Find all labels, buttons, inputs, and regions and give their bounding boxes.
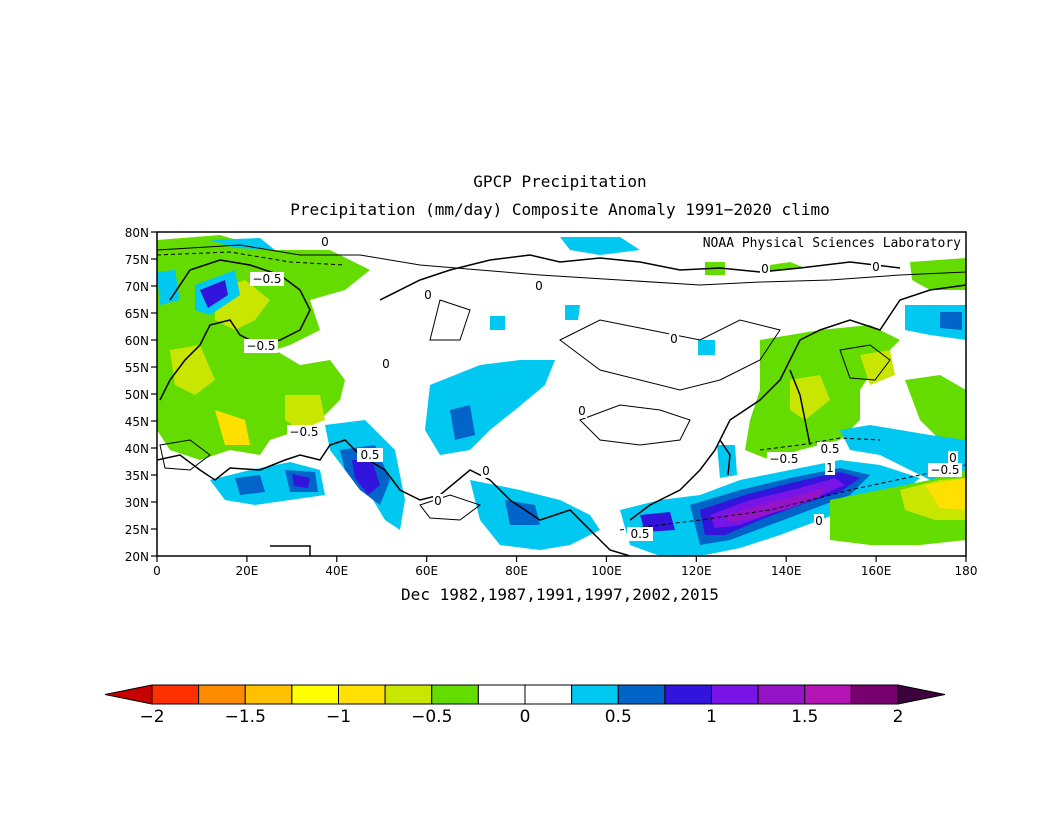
latitude-axis: 80N 75N 70N 65N 60N 55N 50N 45N 40N 35N 30N 25N 20N	[125, 226, 157, 564]
lat-tick-label: 60N	[125, 334, 149, 348]
contour-label: −0.5	[246, 339, 275, 353]
lat-tick-label: 55N	[125, 361, 149, 375]
contour-label: 0	[482, 464, 490, 478]
chart-subtitle: Precipitation (mm/day) Composite Anomaly…	[290, 200, 830, 219]
colorbar-swatch	[571, 684, 619, 705]
chart-title: GPCP Precipitation	[473, 172, 647, 191]
contour-label: 0.5	[630, 527, 649, 541]
lon-tick-label: 80E	[505, 564, 528, 578]
colorbar-label: −1	[326, 707, 351, 727]
colorbar-swatch	[477, 684, 526, 705]
lon-tick-label: 180	[955, 564, 978, 578]
contour-label: 0	[424, 288, 432, 302]
colorbar-label: −0.5	[411, 707, 452, 727]
colorbar-label: −2	[139, 707, 164, 727]
colorbar-label: 0.5	[605, 707, 632, 727]
contour-label: 0	[434, 494, 442, 508]
contour-label: 0	[872, 260, 880, 274]
colorbar-swatch	[850, 684, 899, 705]
lat-tick-label: 50N	[125, 388, 149, 402]
colorbar-swatch	[151, 684, 200, 705]
lat-tick-label: 40N	[125, 442, 149, 456]
lat-tick-label: 70N	[125, 280, 149, 294]
lat-tick-label: 25N	[125, 523, 149, 537]
contour-label: 0	[382, 357, 390, 371]
contour-label: −0.5	[930, 463, 959, 477]
colorbar-swatch	[664, 684, 712, 705]
contour-label: −0.5	[769, 452, 798, 466]
lon-tick-label: 40E	[325, 564, 348, 578]
contour-label: 0.5	[360, 448, 379, 462]
contour-label: 0	[761, 262, 769, 276]
contour-label: 0	[578, 404, 586, 418]
contour-label: 1	[826, 461, 834, 475]
colorbar-swatch	[804, 684, 852, 705]
colorbar-swatch	[617, 684, 666, 705]
colorbar-label: 1.5	[791, 707, 818, 727]
lon-tick-label: 140E	[771, 564, 802, 578]
lon-tick-label: 20E	[235, 564, 258, 578]
lat-tick-label: 80N	[125, 226, 149, 240]
lat-tick-label: 30N	[125, 496, 149, 510]
contour-label: 0	[670, 332, 678, 346]
colorbar-swatch	[711, 684, 759, 705]
contour-lines	[157, 244, 966, 521]
contour-label: 0	[949, 451, 957, 465]
lon-tick-label: 60E	[415, 564, 438, 578]
colorbar-label: 0	[520, 707, 531, 727]
contour-label: 0	[535, 279, 543, 293]
colorbar-high-arrow	[897, 684, 946, 705]
colorbar-label: 1	[706, 707, 717, 727]
colorbar-swatch	[291, 684, 339, 705]
lat-tick-label: 20N	[125, 550, 149, 564]
colorbar-swatch	[198, 684, 246, 705]
lon-tick-label: 100E	[591, 564, 622, 578]
lat-tick-label: 45N	[125, 415, 149, 429]
contour-label: −0.5	[252, 272, 281, 286]
colorbar-swatch	[757, 684, 806, 705]
colorbar-swatch	[524, 684, 573, 705]
lat-tick-label: 65N	[125, 307, 149, 321]
colorbar-label: −1.5	[225, 707, 266, 727]
lon-tick-label: 120E	[681, 564, 712, 578]
colorbar-low-arrow	[104, 684, 153, 705]
composite-years-label: Dec 1982,1987,1991,1997,2002,2015	[401, 585, 719, 604]
lon-tick-label: 0	[153, 564, 161, 578]
longitude-axis: 0 20E 40E 60E 80E 100E 120E 140E 160E 180	[153, 556, 977, 578]
colorbar-label: 2	[893, 707, 904, 727]
colorbar-swatch	[384, 684, 433, 705]
colorbar-swatch	[244, 684, 293, 705]
lat-tick-label: 35N	[125, 469, 149, 483]
lon-tick-label: 160E	[861, 564, 892, 578]
contour-label: 0	[815, 514, 823, 528]
contour-label: 0	[321, 235, 329, 249]
contour-label: −0.5	[289, 425, 318, 439]
credit-label: NOAA Physical Sciences Laboratory	[703, 236, 961, 251]
colorbar-swatch	[338, 684, 386, 705]
contour-label: 0.5	[820, 442, 839, 456]
lat-tick-label: 75N	[125, 253, 149, 267]
colorbar-swatch	[431, 684, 479, 705]
